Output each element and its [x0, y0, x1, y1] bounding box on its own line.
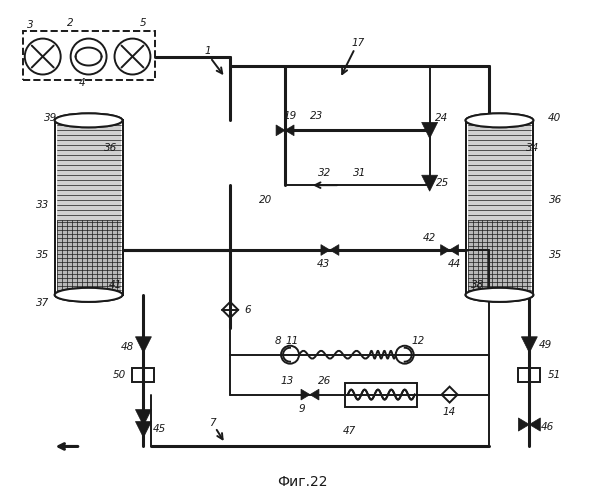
Text: 12: 12 [411, 336, 424, 345]
Text: 40: 40 [548, 114, 561, 124]
Ellipse shape [54, 114, 122, 128]
Text: 36: 36 [104, 144, 117, 154]
Polygon shape [136, 410, 151, 426]
Polygon shape [422, 122, 437, 138]
Text: 45: 45 [153, 424, 166, 434]
Polygon shape [450, 244, 459, 256]
Text: 20: 20 [258, 195, 272, 205]
Bar [465, 120, 534, 295]
Text: 14: 14 [443, 406, 456, 416]
Text: 31: 31 [353, 168, 367, 178]
Text: 35: 35 [36, 250, 50, 260]
Bar [23, 30, 155, 80]
Ellipse shape [465, 114, 534, 128]
Text: 33: 33 [36, 200, 50, 210]
Text: 1: 1 [205, 46, 212, 56]
Polygon shape [301, 389, 310, 400]
Circle shape [114, 38, 151, 74]
Polygon shape [285, 125, 294, 136]
Text: Фиг.22: Фиг.22 [276, 476, 327, 490]
Bar [57, 120, 120, 220]
Bar [132, 368, 154, 382]
Circle shape [396, 346, 414, 364]
Text: 6: 6 [245, 305, 252, 315]
Polygon shape [136, 337, 151, 352]
Text: 24: 24 [435, 114, 448, 124]
Polygon shape [518, 418, 529, 431]
Text: 19: 19 [283, 112, 296, 122]
Circle shape [71, 38, 106, 74]
Ellipse shape [54, 288, 122, 302]
Text: 36: 36 [549, 195, 562, 205]
Text: 32: 32 [318, 168, 332, 178]
Text: 2: 2 [67, 18, 74, 28]
Text: 35: 35 [549, 250, 562, 260]
Text: 17: 17 [352, 38, 364, 48]
Text: 46: 46 [541, 422, 554, 432]
Bar [54, 120, 122, 295]
Text: 49: 49 [538, 340, 552, 349]
Text: 38: 38 [471, 280, 484, 290]
Bar [518, 368, 540, 382]
Circle shape [25, 38, 60, 74]
Text: 11: 11 [286, 336, 299, 345]
Text: 23: 23 [310, 112, 324, 122]
Text: 26: 26 [318, 376, 332, 386]
Polygon shape [222, 302, 238, 318]
Bar [54, 120, 122, 295]
Bar [468, 220, 531, 294]
Text: 8: 8 [275, 336, 281, 345]
Polygon shape [276, 125, 285, 136]
Text: 50: 50 [113, 370, 126, 380]
Text: 47: 47 [343, 426, 356, 436]
Text: 4: 4 [79, 78, 86, 88]
Ellipse shape [54, 288, 122, 302]
Text: 7: 7 [209, 418, 215, 428]
Polygon shape [310, 389, 319, 400]
Text: 42: 42 [423, 233, 436, 243]
Ellipse shape [465, 114, 534, 128]
Text: 34: 34 [526, 144, 539, 154]
Bar [468, 120, 531, 220]
Text: 25: 25 [436, 178, 450, 188]
Polygon shape [321, 244, 330, 256]
Ellipse shape [465, 288, 534, 302]
Text: 37: 37 [36, 298, 50, 308]
Text: 48: 48 [121, 342, 134, 351]
Polygon shape [422, 175, 437, 191]
Text: 5: 5 [140, 18, 147, 28]
Polygon shape [440, 244, 450, 256]
Bar [57, 220, 120, 294]
Polygon shape [522, 337, 537, 352]
Text: 43: 43 [316, 259, 330, 269]
Polygon shape [442, 386, 457, 402]
Text: 44: 44 [448, 259, 461, 269]
Text: 13: 13 [281, 376, 293, 386]
Ellipse shape [54, 114, 122, 128]
Text: 39: 39 [44, 114, 57, 124]
Text: 51: 51 [548, 370, 561, 380]
Bar [345, 382, 417, 406]
Text: 3: 3 [27, 20, 34, 30]
Bar [465, 120, 534, 295]
Polygon shape [136, 422, 151, 438]
Text: 41: 41 [109, 280, 122, 290]
Polygon shape [529, 418, 540, 431]
Text: 9: 9 [299, 404, 306, 413]
Ellipse shape [465, 288, 534, 302]
Circle shape [281, 346, 299, 364]
Polygon shape [330, 244, 339, 256]
